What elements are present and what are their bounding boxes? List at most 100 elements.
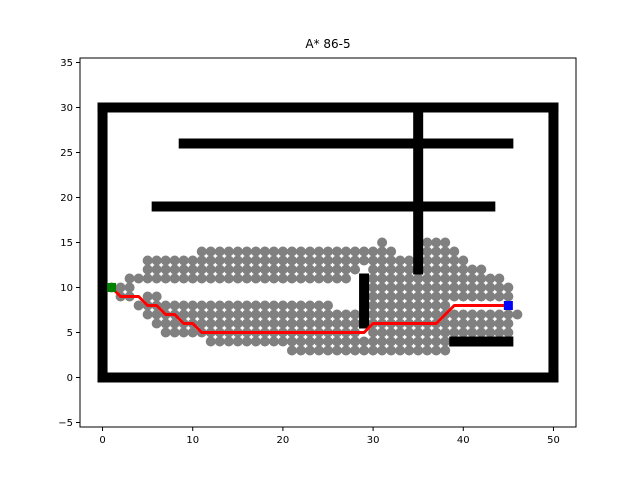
obstacle-wall xyxy=(359,273,370,329)
explored-node xyxy=(494,327,505,338)
explored-node xyxy=(323,309,333,320)
explored-node xyxy=(332,264,343,275)
explored-node xyxy=(133,300,144,311)
explored-node xyxy=(341,345,352,356)
explored-node xyxy=(386,309,397,320)
x-axis: 0 10 20 30 40 50 xyxy=(99,427,560,446)
plot-frame xyxy=(79,57,577,428)
explored-node xyxy=(404,309,415,320)
explored-node xyxy=(160,255,171,266)
explored-node xyxy=(313,345,324,356)
explored-node xyxy=(503,309,514,320)
explored-node xyxy=(214,318,225,329)
explored-node xyxy=(151,255,162,266)
explored-node xyxy=(259,300,270,311)
explored-node xyxy=(304,336,315,347)
explored-node xyxy=(368,291,379,302)
y-tick-label: 20 xyxy=(60,193,73,204)
explored-node xyxy=(196,300,207,311)
explored-node xyxy=(458,273,469,284)
explored-node xyxy=(404,291,415,302)
explored-node xyxy=(223,246,234,257)
explored-node xyxy=(250,255,261,266)
explored-node xyxy=(494,318,505,329)
explored-node xyxy=(277,318,288,329)
explored-node xyxy=(332,318,343,329)
explored-node xyxy=(286,300,297,311)
explored-node xyxy=(178,273,189,284)
explored-node xyxy=(259,246,270,257)
explored-node xyxy=(214,246,225,257)
explored-node xyxy=(250,273,261,284)
explored-node xyxy=(341,336,352,347)
explored-node xyxy=(124,282,135,293)
explored-node xyxy=(277,246,288,257)
explored-node xyxy=(205,300,216,311)
obstacle-layer xyxy=(97,102,559,383)
obstacle-wall xyxy=(449,336,514,347)
explored-node xyxy=(196,246,207,257)
explored-node xyxy=(350,318,361,329)
explored-node xyxy=(323,345,333,356)
explored-node xyxy=(476,273,487,284)
explored-node xyxy=(350,309,361,320)
explored-node xyxy=(404,264,415,275)
explored-node xyxy=(368,300,379,311)
explored-node xyxy=(458,327,469,338)
explored-node xyxy=(431,309,442,320)
explored-node xyxy=(268,318,279,329)
obstacle-wall xyxy=(97,102,559,113)
explored-node xyxy=(313,264,324,275)
explored-node xyxy=(151,273,162,284)
y-tick-label: 35 xyxy=(60,58,73,69)
explored-node xyxy=(350,336,361,347)
explored-node xyxy=(214,336,225,347)
explored-node xyxy=(295,336,306,347)
explored-node xyxy=(503,282,514,293)
explored-node xyxy=(187,273,198,284)
explored-node xyxy=(151,291,162,302)
explored-node xyxy=(250,246,261,257)
explored-node xyxy=(467,327,478,338)
explored-node xyxy=(395,291,406,302)
explored-node xyxy=(413,273,424,284)
explored-node xyxy=(395,273,406,284)
explored-node xyxy=(268,309,279,320)
explored-node xyxy=(485,282,496,293)
explored-node xyxy=(449,264,460,275)
x-tick-label: 0 xyxy=(99,435,105,446)
explored-node xyxy=(142,309,153,320)
explored-node xyxy=(449,327,460,338)
explored-node xyxy=(277,273,288,284)
explored-node xyxy=(259,318,270,329)
explored-node xyxy=(268,255,279,266)
explored-node xyxy=(241,246,252,257)
explored-node xyxy=(377,327,388,338)
explored-node xyxy=(304,300,315,311)
explored-node xyxy=(341,309,352,320)
explored-node xyxy=(205,309,216,320)
explored-node xyxy=(494,291,505,302)
explored-node xyxy=(422,336,433,347)
explored-node xyxy=(404,300,415,311)
explored-node xyxy=(431,246,442,257)
explored-node xyxy=(187,264,198,275)
explored-node xyxy=(259,264,270,275)
explored-node xyxy=(413,345,424,356)
explored-node xyxy=(214,300,225,311)
obstacle-wall xyxy=(97,372,559,383)
explored-node xyxy=(386,246,397,257)
explored-node xyxy=(160,273,171,284)
explored-node xyxy=(223,336,234,347)
explored-node xyxy=(449,318,460,329)
explored-node xyxy=(413,282,424,293)
explored-node xyxy=(440,255,451,266)
explored-node xyxy=(404,273,415,284)
explored-node xyxy=(151,318,162,329)
explored-node xyxy=(485,273,496,284)
explored-node xyxy=(332,255,343,266)
explored-node xyxy=(458,309,469,320)
explored-node xyxy=(422,345,433,356)
explored-node xyxy=(431,282,442,293)
explored-node xyxy=(133,273,144,284)
